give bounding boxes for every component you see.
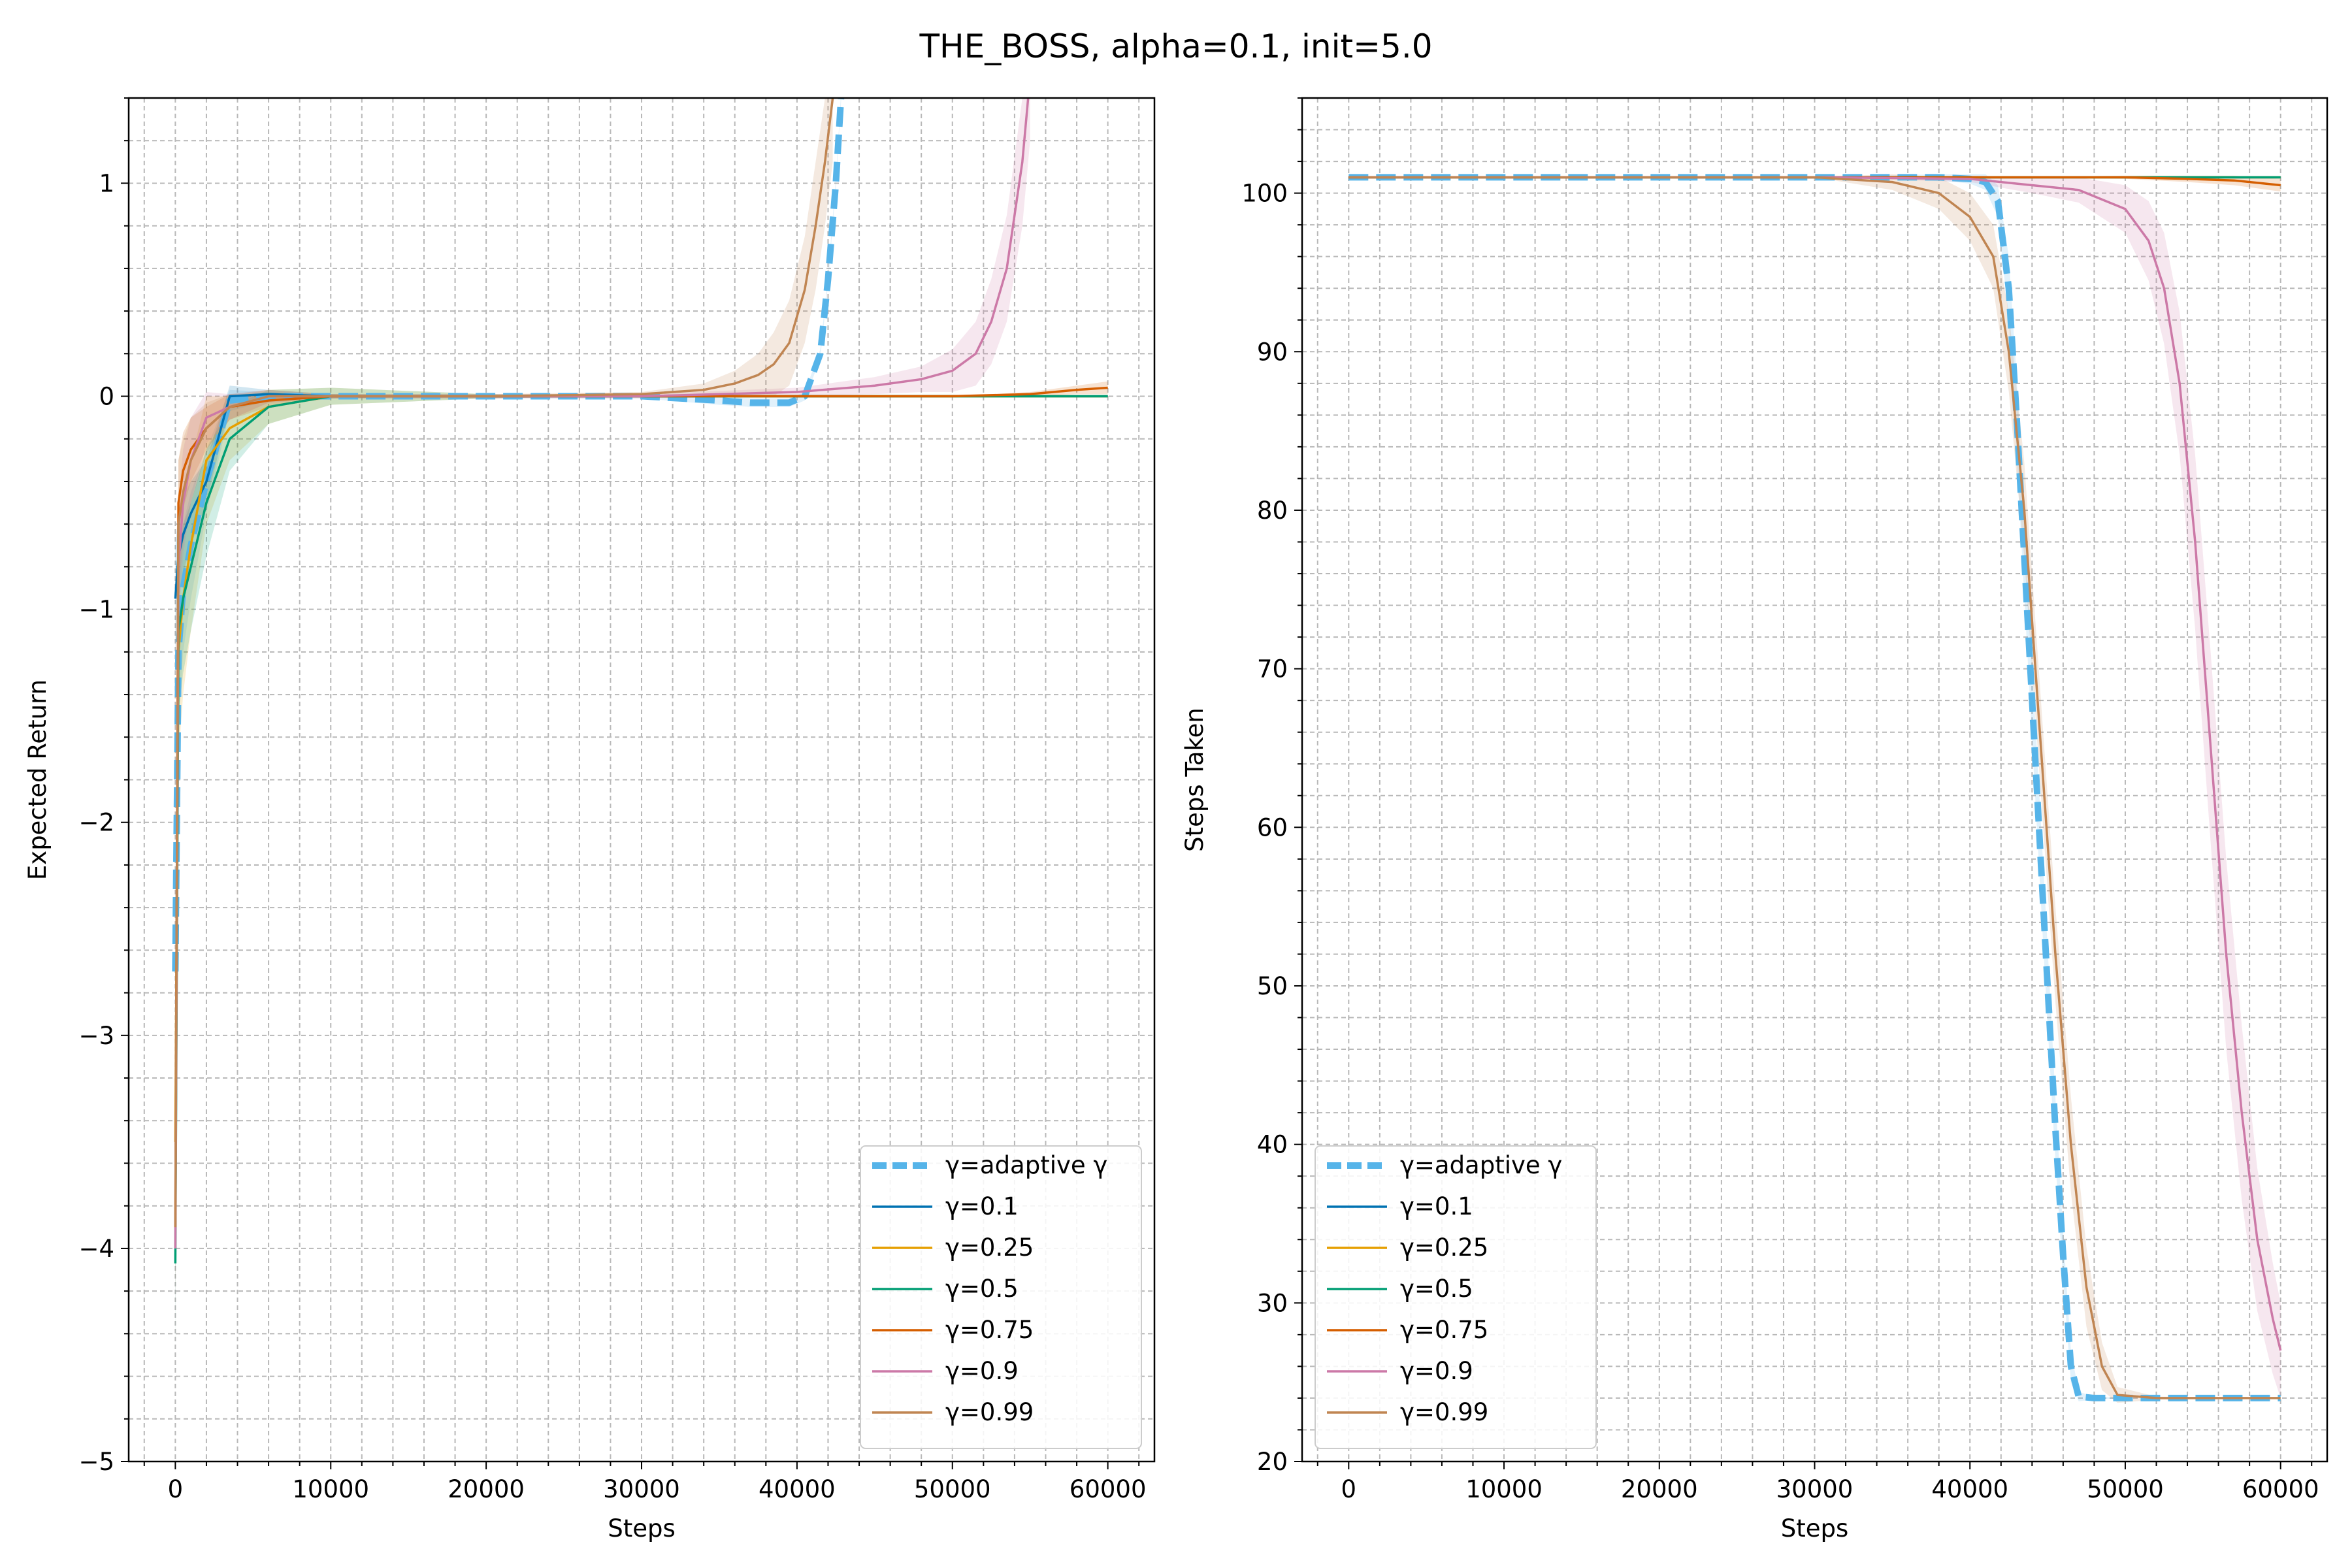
x-tick-label: 30000	[603, 1475, 680, 1503]
legend-entry: γ=0.9	[1400, 1357, 1473, 1385]
y-tick-label: 1	[99, 169, 114, 197]
x-tick-label: 0	[1341, 1475, 1357, 1503]
x-tick-label: 40000	[1931, 1475, 2008, 1503]
y-tick-label: 0	[99, 383, 114, 411]
series-line	[1348, 176, 2281, 1399]
legend-entry: γ=0.5	[1400, 1275, 1473, 1303]
series-group	[1348, 174, 2282, 1403]
y-tick-label: −1	[78, 596, 114, 624]
legend-entry: γ=0.75	[1400, 1316, 1488, 1344]
right-chart-panel: 0 10000 20000 30000 40000 50000 60000 20 30 40 50 6…	[1181, 97, 2328, 1543]
left-chart-panel: 0 10000 20000 30000 40000 50000 60000 −5 −4 −3 −2 −…	[24, 97, 1156, 1543]
x-tick-label: 0	[168, 1475, 184, 1503]
x-tick-label: 10000	[292, 1475, 369, 1503]
legend-entry: γ=0.99	[1400, 1398, 1488, 1426]
x-tick-label: 60000	[1070, 1475, 1147, 1503]
x-tick-label: 20000	[448, 1475, 525, 1503]
legend-entry: γ=adaptive γ	[945, 1151, 1107, 1179]
y-tick-label: −3	[78, 1022, 114, 1050]
legend: γ=adaptive γ γ=0.1 γ=0.25 γ=0.5 γ=0.75 γ=0.9 γ…	[1315, 1145, 1597, 1449]
legend: γ=adaptive γ γ=0.1 γ=0.25 γ=0.5 γ=0.75 γ=0.9 γ…	[860, 1145, 1142, 1449]
y-axis-label: Expected Return	[24, 679, 52, 880]
x-axis-label: Steps	[1781, 1514, 1849, 1543]
x-tick-label: 30000	[1776, 1475, 1854, 1503]
x-tick-label: 10000	[1465, 1475, 1543, 1503]
legend-entry: γ=0.25	[945, 1233, 1034, 1262]
y-tick-label: 40	[1257, 1131, 1288, 1159]
y-tick-label: 50	[1257, 972, 1288, 1000]
y-tick-label: 80	[1257, 497, 1288, 525]
y-tick-label: 100	[1241, 180, 1288, 208]
series-line	[174, 98, 834, 1228]
legend-entry: γ=0.1	[1400, 1192, 1473, 1220]
legend-entry: γ=adaptive γ	[1400, 1151, 1562, 1179]
y-tick-label: 90	[1257, 338, 1288, 366]
y-tick-label: −4	[78, 1235, 114, 1263]
y-tick-label: −5	[78, 1448, 114, 1476]
legend-entry: γ=0.9	[945, 1357, 1019, 1385]
legend-box	[860, 1145, 1142, 1449]
legend-entry: γ=0.99	[945, 1398, 1034, 1426]
y-tick-label: 60	[1257, 813, 1288, 841]
legend-entry: γ=0.25	[1400, 1233, 1488, 1262]
x-tick-label: 50000	[914, 1475, 991, 1503]
legend-entry: γ=0.75	[945, 1316, 1034, 1344]
grid	[1302, 97, 2327, 1462]
legend-entry: γ=0.5	[945, 1275, 1019, 1303]
y-tick-label: −2	[78, 809, 114, 837]
x-axis-label: Steps	[608, 1514, 676, 1543]
series-group	[172, 98, 1108, 1349]
x-tick-label: 20000	[1621, 1475, 1698, 1503]
legend-entry: γ=0.1	[945, 1192, 1019, 1220]
figure-title: THE_BOSS, alpha=0.1, init=5.0	[919, 27, 1432, 65]
x-tick-label: 50000	[2087, 1475, 2164, 1503]
legend-box	[1315, 1145, 1597, 1449]
y-tick-label: 70	[1257, 655, 1288, 683]
y-tick-label: 20	[1257, 1448, 1288, 1476]
y-tick-label: 30	[1257, 1289, 1288, 1317]
x-tick-label: 40000	[759, 1475, 836, 1503]
x-tick-label: 60000	[2242, 1475, 2319, 1503]
y-axis-label: Steps Taken	[1181, 708, 1209, 852]
